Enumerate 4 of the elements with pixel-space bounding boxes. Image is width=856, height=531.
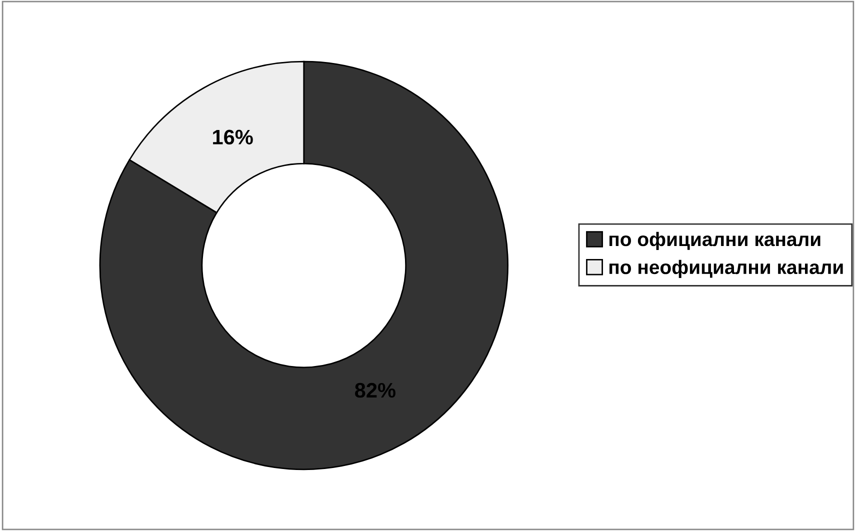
data-label: 16%	[213, 130, 253, 145]
donut-slice	[99, 60, 508, 470]
legend-label: по официални канали	[609, 232, 820, 250]
legend-label: по неофициални канали	[609, 260, 843, 278]
